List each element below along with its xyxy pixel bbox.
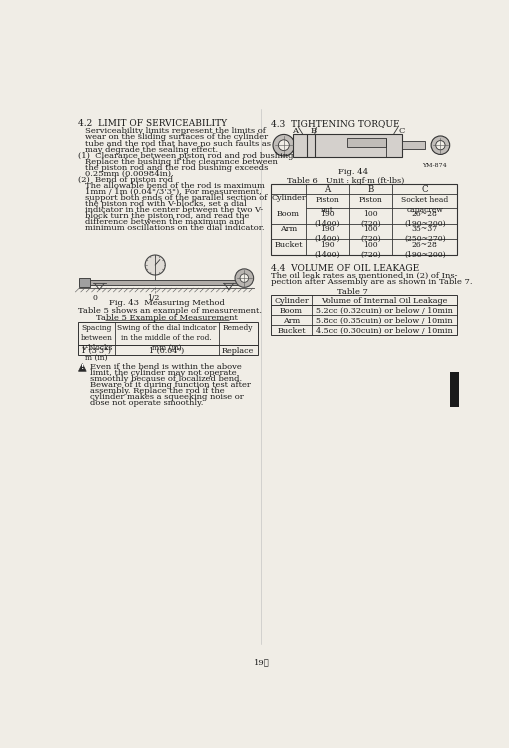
Text: pection after Assembly are as shown in Table 7.: pection after Assembly are as shown in T… (271, 278, 472, 286)
Circle shape (240, 274, 248, 282)
Text: difference between the maximum and: difference between the maximum and (86, 218, 245, 226)
Text: 26~28
(190~200): 26~28 (190~200) (403, 210, 445, 227)
Circle shape (272, 135, 294, 156)
Text: Spacing
between
V-blocks
m (in): Spacing between V-blocks m (in) (80, 325, 112, 362)
Text: Socket head
capacrew: Socket head capacrew (401, 196, 447, 214)
Bar (77, 322, 257, 345)
Text: Swing of the dial indicator
in the middle of the rod.
mm (in): Swing of the dial indicator in the middl… (117, 325, 216, 352)
Bar (449, 373, 458, 407)
Text: 19ⓒ: 19ⓒ (253, 658, 269, 666)
Bar (401, 141, 424, 149)
Text: 100
(720): 100 (720) (360, 225, 380, 243)
Bar (293, 134, 401, 157)
Text: Replace the bushing if the clearance between: Replace the bushing if the clearance bet… (86, 158, 278, 165)
Text: C: C (398, 126, 404, 135)
Text: The oil leak rates as mentioned in (2) of Ins-: The oil leak rates as mentioned in (2) o… (271, 272, 457, 280)
Text: 190
(1400): 190 (1400) (314, 210, 340, 227)
Text: 1 (0.04"): 1 (0.04") (149, 346, 184, 355)
Text: Table 7: Table 7 (337, 288, 367, 296)
Bar (79, 278, 90, 287)
Text: Bucket: Bucket (274, 241, 302, 248)
Text: Cylinder: Cylinder (274, 297, 308, 304)
Text: Bucket: Bucket (277, 327, 305, 334)
Text: 1 (3'3"): 1 (3'3") (81, 346, 111, 355)
Text: Unit : kgf·m (ft-lbs): Unit : kgf·m (ft-lbs) (325, 177, 403, 185)
Text: Table 5 shows an example of measurement.: Table 5 shows an example of measurement. (77, 307, 261, 316)
Polygon shape (78, 364, 86, 371)
Text: 1mm / 1m (0.04"/3'3"). For measurement,: 1mm / 1m (0.04"/3'3"). For measurement, (86, 188, 262, 195)
Bar (79, 280, 248, 285)
Text: Even if the bend is within the above: Even if the bend is within the above (90, 363, 241, 371)
Text: 4.5cc (0.30cuin) or below / 10min: 4.5cc (0.30cuin) or below / 10min (316, 327, 452, 334)
Text: Boom: Boom (279, 307, 302, 315)
Text: Fig. 43  Measuring Method: Fig. 43 Measuring Method (109, 299, 224, 307)
Text: 190
(1400): 190 (1400) (314, 225, 340, 243)
Text: 1/2: 1/2 (147, 294, 159, 302)
Circle shape (430, 136, 449, 154)
Circle shape (235, 269, 253, 287)
Text: A: A (324, 186, 330, 194)
Text: limit, the cylinder may not operate: limit, the cylinder may not operate (90, 369, 236, 377)
Text: block turn the piston rod, and read the: block turn the piston rod, and read the (86, 212, 249, 220)
Text: Piston
nut: Piston nut (315, 196, 338, 214)
Text: 0: 0 (92, 294, 97, 302)
Text: Boom: Boom (276, 210, 299, 218)
Bar (77, 345, 257, 355)
Text: C: C (421, 186, 428, 194)
Text: 4.2  LIMIT OF SERVICEABILITY: 4.2 LIMIT OF SERVICEABILITY (77, 119, 227, 128)
Text: Table 6: Table 6 (287, 177, 317, 185)
Text: indicator in the center between the two V-: indicator in the center between the two … (86, 206, 263, 214)
Text: the piston rod and the rod bushing exceeds: the piston rod and the rod bushing excee… (86, 164, 268, 171)
Text: B: B (367, 186, 373, 194)
Text: (1)  Clearance between piston rod and rod bushing: (1) Clearance between piston rod and rod… (77, 152, 293, 159)
Text: cylinder makes a squeeking noise or: cylinder makes a squeeking noise or (90, 393, 243, 401)
Text: 35~37
(250~270): 35~37 (250~270) (403, 225, 445, 243)
Text: B: B (310, 126, 317, 135)
Text: Remedy: Remedy (222, 325, 253, 332)
Text: Cylinder: Cylinder (271, 194, 305, 202)
Text: 26~28
(190~200): 26~28 (190~200) (403, 241, 445, 259)
Text: The allowable bend of the rod is maximum: The allowable bend of the rod is maximum (86, 182, 265, 189)
Text: the piston rod with V-blocks, set a dial: the piston rod with V-blocks, set a dial (86, 200, 247, 207)
Text: YM-874: YM-874 (422, 163, 446, 168)
Text: tube and the rod that have no such faults as: tube and the rod that have no such fault… (86, 140, 271, 147)
Text: 5.8cc (0.35cuin) or below / 10min: 5.8cc (0.35cuin) or below / 10min (316, 316, 452, 325)
Bar (347, 138, 385, 147)
Text: Replace: Replace (221, 346, 254, 355)
Bar (271, 295, 457, 335)
Text: 4.4  VOLUME OF OIL LEAKAGE: 4.4 VOLUME OF OIL LEAKAGE (271, 264, 419, 273)
Text: A: A (292, 126, 298, 135)
Text: may degrade the sealing effect.: may degrade the sealing effect. (86, 146, 218, 153)
Text: 0.25mm (0.00984in).: 0.25mm (0.00984in). (86, 170, 174, 177)
Text: 4.3  TIGHTENING TORQUE: 4.3 TIGHTENING TORQUE (271, 119, 399, 128)
Text: (2)  Bend of piston rod: (2) Bend of piston rod (77, 176, 173, 183)
Circle shape (435, 141, 444, 150)
Text: 100
(720): 100 (720) (360, 241, 380, 259)
Text: 5.2cc (0.32cuin) or below / 10min: 5.2cc (0.32cuin) or below / 10min (316, 307, 452, 315)
Text: Fig. 44: Fig. 44 (337, 168, 367, 176)
Circle shape (145, 255, 165, 275)
Text: Volume of Internal Oil Leakage: Volume of Internal Oil Leakage (321, 297, 447, 304)
Bar (271, 184, 457, 254)
Text: dose not operate smoothly.: dose not operate smoothly. (90, 399, 203, 407)
Text: Serviceability limits represent the limits of: Serviceability limits represent the limi… (86, 127, 266, 135)
Text: assembly. Replace the rod if the: assembly. Replace the rod if the (90, 387, 224, 395)
Text: Arm: Arm (279, 225, 297, 233)
Text: Arm: Arm (282, 316, 300, 325)
Text: smoothly because of localized bend.: smoothly because of localized bend. (90, 375, 242, 383)
Text: 190
(1400): 190 (1400) (314, 241, 340, 259)
Text: support both ends of the parallel section of: support both ends of the parallel sectio… (86, 194, 267, 201)
Text: minimum oscillations on the dial indicator.: minimum oscillations on the dial indicat… (86, 224, 265, 232)
Text: Table 5 Example of Measurement: Table 5 Example of Measurement (96, 314, 237, 322)
Text: Piston: Piston (358, 196, 382, 204)
Text: 100
(720): 100 (720) (360, 210, 380, 227)
Text: wear on the sliding surfaces of the cylinder: wear on the sliding surfaces of the cyli… (86, 133, 268, 141)
Text: Beware of it during function test after: Beware of it during function test after (90, 381, 250, 389)
Circle shape (278, 140, 289, 150)
Text: !: ! (80, 364, 84, 370)
